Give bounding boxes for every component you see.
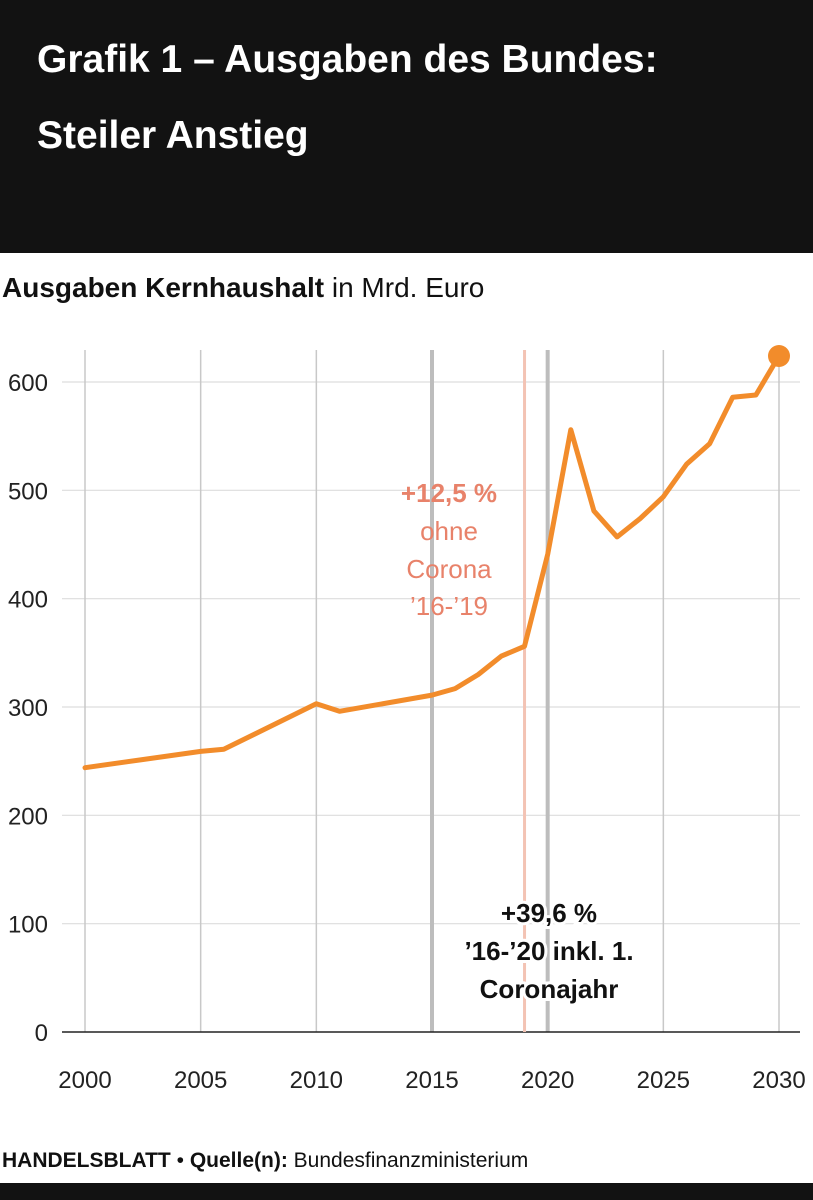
x-tick-label: 2030 (752, 1067, 805, 1094)
x-tick-label: 2005 (174, 1067, 227, 1094)
chart-subtitle: Ausgaben Kernhaushalt in Mrd. Euro (2, 272, 484, 304)
line-chart: 0 100 200 300 400 500 600 2000 2005 2010 2015 2020 2… (8, 345, 806, 1094)
footer-source-label: Quelle(n): (189, 1149, 288, 1172)
footer-brand: HANDELSBLATT (2, 1149, 171, 1172)
annotation-incl-corona-line: Coronajahr (480, 974, 619, 1004)
annotation-incl-corona-line: +39,6 % (501, 898, 597, 928)
annotation-pre-corona-line: +12,5 % (401, 478, 497, 508)
annotation-incl-corona-line: ’16-’20 inkl. 1. (464, 936, 633, 966)
y-tick-label: 200 (8, 803, 48, 830)
annotation-pre-corona-line: ohne (420, 516, 478, 546)
y-tick-label: 300 (8, 695, 48, 722)
footer-source: HANDELSBLATT • Quelle(n): Bundesfinanzmi… (2, 1149, 528, 1173)
y-tick-label: 0 (35, 1020, 48, 1047)
subtitle-unit: in Mrd. Euro (331, 272, 485, 303)
y-tick-label: 500 (8, 478, 48, 505)
series-end-point (768, 345, 790, 367)
series-line (82, 353, 782, 771)
annotation-pre-corona-line: ’16-’19 (410, 591, 488, 621)
y-tick-label: 600 (8, 370, 48, 397)
x-tick-label: 2015 (405, 1067, 458, 1094)
y-tick-label: 100 (8, 912, 48, 939)
footer-source-name: Bundesfinanzministerium (293, 1149, 529, 1172)
annotation-pre-corona-line: Corona (406, 554, 492, 584)
y-tick-label: 400 (8, 587, 48, 614)
footer-separator: • (176, 1149, 184, 1172)
x-tick-label: 2000 (58, 1067, 111, 1094)
x-tick-label: 2020 (521, 1067, 574, 1094)
bottom-bar (0, 1183, 813, 1200)
header-banner: Grafik 1 – Ausgaben des Bundes: Steiler … (0, 0, 813, 253)
subtitle-bold: Ausgaben Kernhaushalt (2, 272, 325, 303)
x-tick-label: 2025 (637, 1067, 690, 1094)
x-tick-label: 2010 (290, 1067, 343, 1094)
page-title: Grafik 1 – Ausgaben des Bundes: Steiler … (37, 38, 658, 157)
